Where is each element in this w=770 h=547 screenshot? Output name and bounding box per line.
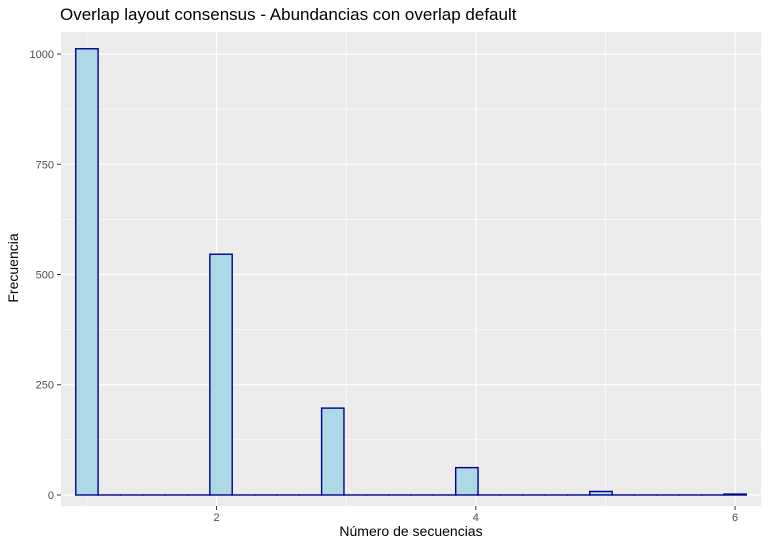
y-axis: 0 250 500 750 1000 <box>30 49 61 502</box>
minor-gridlines <box>61 32 761 506</box>
histogram-bar <box>723 493 747 496</box>
histogram-bar <box>454 466 479 496</box>
histogram-bars <box>75 48 747 496</box>
plot-panel <box>61 32 761 506</box>
x-tick-label: 2 <box>213 512 219 524</box>
histogram-bar <box>209 253 233 496</box>
y-tick-label: 250 <box>36 380 54 392</box>
x-axis-title: Número de secuencias <box>339 523 482 539</box>
y-tick-label: 500 <box>36 270 54 282</box>
chart-title: Overlap layout consensus - Abundancias c… <box>60 5 517 24</box>
y-tick-label: 0 <box>48 490 54 502</box>
x-axis: 2 4 6 <box>213 506 738 524</box>
histogram-bar <box>75 48 99 496</box>
y-tick-label: 750 <box>36 159 54 171</box>
x-tick-label: 4 <box>473 512 479 524</box>
x-tick-label: 6 <box>732 512 738 524</box>
histogram-bar <box>589 490 613 496</box>
y-tick-label: 1000 <box>30 49 54 61</box>
histogram-bar <box>320 407 345 496</box>
y-axis-title: Frecuencia <box>5 233 21 302</box>
